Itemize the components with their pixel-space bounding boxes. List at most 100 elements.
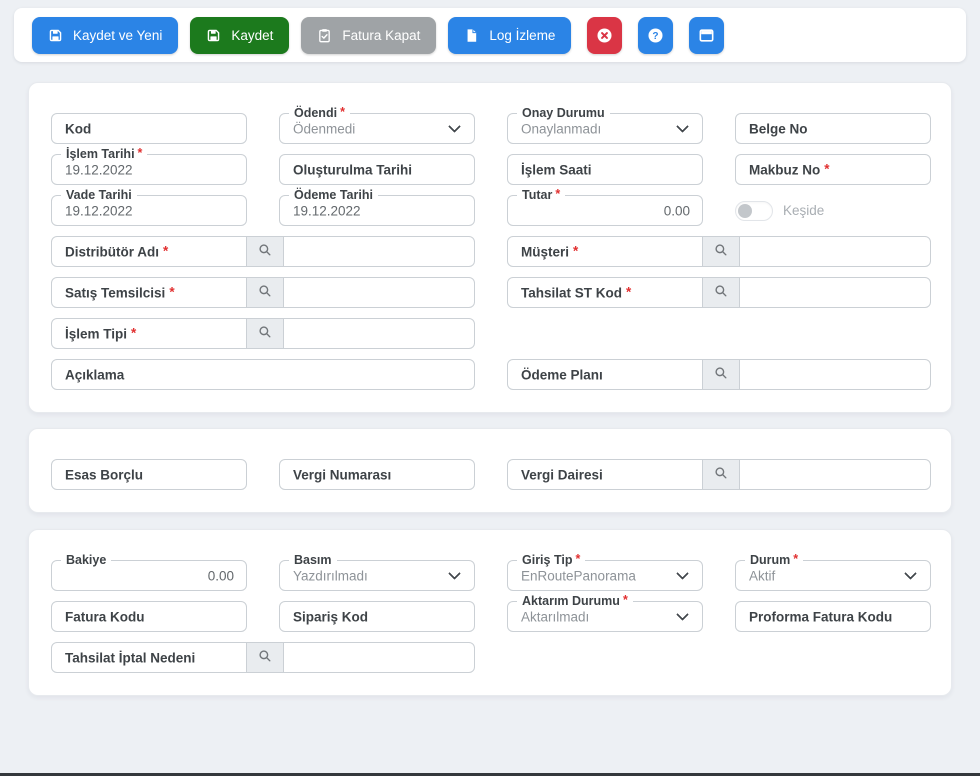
vergi-dairesi-input[interactable]: Vergi Dairesi [507,459,703,490]
field-label: Vade Tarihi [66,188,132,202]
vergi-dairesi-search-button[interactable] [702,459,740,490]
log-view-label: Log İzleme [489,27,556,43]
tahsilat-st-kod-search-button[interactable] [702,277,740,308]
field-label: Fatura Kodu [65,609,145,624]
tahsilat-iptal-nedeni-value-input[interactable] [283,642,475,673]
question-circle-icon: ? [647,27,664,44]
bakiye-input[interactable]: Bakiye 0.00 [51,552,247,591]
vade-tarihi-input[interactable]: Vade Tarihi 19.12.2022 [51,187,247,226]
field-label: Müşteri [521,244,570,259]
field-label: İşlem Saati [521,162,592,177]
distributor-adi-input[interactable]: Distribütör Adı * [51,236,247,267]
close-invoice-button[interactable]: Fatura Kapat [301,16,437,54]
field-label: Tahsilat ST Kod [521,285,623,300]
musteri-group: Müşteri * [507,236,931,267]
tax-card: Esas Borçlu Vergi Numarası Vergi Dairesi [28,428,952,513]
belge-no-input[interactable]: Belge No [735,113,931,144]
odeme-tarihi-input[interactable]: Ödeme Tarihi 19.12.2022 [279,187,475,226]
clipboard-check-icon [317,28,332,43]
fatura-kodu-input[interactable]: Fatura Kodu [51,601,247,632]
field-label: Ödendi [294,106,338,120]
search-icon [714,466,728,483]
islem-tipi-input[interactable]: İşlem Tipi * [51,318,247,349]
empty-spacer [507,318,931,349]
aktarim-durumu-select[interactable]: Aktarım Durumu * Aktarılmadı [507,593,703,632]
siparis-kod-input[interactable]: Sipariş Kod [279,601,475,632]
tahsilat-iptal-nedeni-search-button[interactable] [246,642,284,673]
musteri-input[interactable]: Müşteri * [507,236,703,267]
field-label: Satış Temsilcisi [65,285,166,300]
log-view-button[interactable]: Log İzleme [448,16,572,54]
window-button[interactable] [689,16,725,54]
distributor-adi-value-input[interactable] [283,236,475,267]
field-value: 19.12.2022 [65,162,133,177]
satis-temsilcisi-value-input[interactable] [283,277,475,308]
form-row: Açıklama Ödeme Planı [51,359,931,390]
required-marker: * [163,243,169,258]
keside-toggle[interactable] [735,200,773,221]
svg-text:?: ? [653,31,659,42]
islem-tipi-search-button[interactable] [246,318,284,349]
tahsilat-iptal-nedeni-input[interactable]: Tahsilat İptal Nedeni [51,642,247,673]
selected-value: Ödenmedi [293,121,356,136]
musteri-search-button[interactable] [702,236,740,267]
keside-label: Keşide [783,203,825,218]
form-row: Bakiye 0.00 Basım Yazdırılmadı Giriş Tip… [51,552,931,591]
chevron-down-icon [676,120,689,133]
search-icon [714,243,728,260]
field-label: Tutar [522,188,553,202]
field-label: Kod [65,121,92,136]
onay-durumu-select[interactable]: Onay Durumu Onaylanmadı [507,105,703,144]
esas-borclu-input[interactable]: Esas Borçlu [51,459,247,490]
satis-temsilcisi-search-button[interactable] [246,277,284,308]
basim-select[interactable]: Basım Yazdırılmadı [279,552,475,591]
field-label: Makbuz No [749,162,821,177]
musteri-value-input[interactable] [739,236,931,267]
form-row: Kod Ödendi * Ödenmedi Onay Durumu Onaylan… [51,105,931,144]
window-bottom-edge [0,773,980,776]
required-marker: * [622,593,628,607]
field-label: Proforma Fatura Kodu [749,609,893,624]
distributor-adi-group: Distribütör Adı * [51,236,475,267]
chevron-down-icon [448,567,461,580]
save-icon [206,28,221,43]
tahsilat-st-kod-value-input[interactable] [739,277,931,308]
odeme-plani-search-button[interactable] [702,359,740,390]
giris-tip-select[interactable]: Giriş Tip * EnRoutePanorama [507,552,703,591]
satis-temsilcisi-input[interactable]: Satış Temsilcisi * [51,277,247,308]
odendi-select[interactable]: Ödendi * Ödenmedi [279,105,475,144]
save-and-new-button[interactable]: Kaydet ve Yeni [32,16,179,54]
vergi-numarasi-input[interactable]: Vergi Numarası [279,459,475,490]
distributor-adi-search-button[interactable] [246,236,284,267]
aciklama-input[interactable]: Açıklama [51,359,475,390]
field-value: 0.00 [207,568,234,583]
kod-input[interactable]: Kod [51,113,247,144]
islem-saati-input[interactable]: İşlem Saati [507,154,703,185]
field-label: İşlem Tipi [65,326,128,341]
olusturulma-tarihi-input[interactable]: Oluşturulma Tarihi [279,154,475,185]
save-and-new-label: Kaydet ve Yeni [73,27,163,43]
form-row: Esas Borçlu Vergi Numarası Vergi Dairesi [51,459,931,490]
required-marker: * [573,243,579,258]
islem-tipi-value-input[interactable] [283,318,475,349]
help-button[interactable]: ? [638,16,674,54]
field-label: Basım [294,553,332,567]
search-icon [714,366,728,383]
required-marker: * [793,552,799,566]
tutar-input[interactable]: Tutar * 0.00 [507,187,703,226]
durum-select[interactable]: Durum * Aktif [735,552,931,591]
odeme-plani-input[interactable]: Ödeme Planı [507,359,703,390]
main-form-card: Kod Ödendi * Ödenmedi Onay Durumu Onaylan… [28,82,952,413]
search-icon [258,649,272,666]
save-button[interactable]: Kaydet [190,16,290,54]
toggle-knob [738,203,752,218]
chevron-down-icon [904,567,917,580]
vergi-dairesi-value-input[interactable] [739,459,931,490]
islem-tarihi-input[interactable]: İşlem Tarihi * 19.12.2022 [51,146,247,185]
odeme-plani-value-input[interactable] [739,359,931,390]
proforma-fatura-kodu-input[interactable]: Proforma Fatura Kodu [735,601,931,632]
cancel-button[interactable] [587,16,623,54]
tahsilat-st-kod-input[interactable]: Tahsilat ST Kod * [507,277,703,308]
makbuz-no-input[interactable]: Makbuz No * [735,154,931,185]
status-card: Bakiye 0.00 Basım Yazdırılmadı Giriş Tip… [28,529,952,696]
